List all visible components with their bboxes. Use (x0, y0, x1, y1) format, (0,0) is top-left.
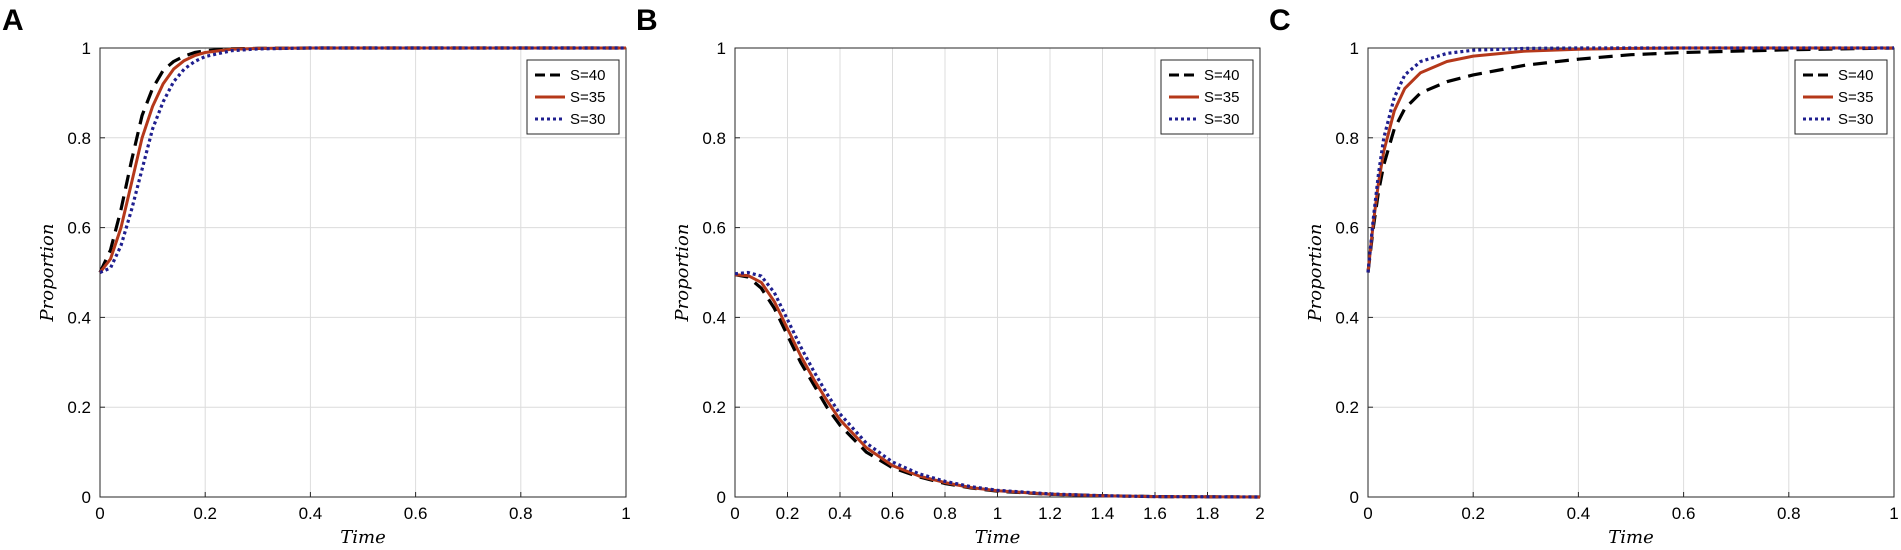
panel-b-legend-label-S30: S=30 (1204, 111, 1239, 128)
panel-c-y-tick-label: 1 (1350, 39, 1359, 58)
panel-a-y-tick-label: 1 (82, 39, 91, 58)
panel-b-y-tick-label: 0.6 (702, 219, 726, 238)
panel-c-legend-label-S30: S=30 (1838, 111, 1873, 128)
panel-c-y-tick-label: 0.6 (1335, 219, 1359, 238)
panel-b-x-tick-label: 2 (1255, 504, 1264, 523)
panel-b-y-tick-label: 1 (717, 39, 726, 58)
panel-a-y-tick-label: 0.2 (67, 398, 91, 417)
panel-c-y-tick-label: 0.8 (1335, 129, 1359, 148)
panel-c-y-axis-title: Proportion (1305, 224, 1326, 323)
panel-a-series-S30-line (99, 46, 626, 274)
panel-a-x-tick-label: 0 (95, 504, 104, 523)
panel-c-x-tick-label: 1 (1889, 504, 1898, 523)
panel-b-x-tick-label: 1.6 (1143, 504, 1167, 523)
panel-a-x-axis-title: Time (340, 527, 385, 548)
panel-c-x-tick-label: 0.8 (1777, 504, 1801, 523)
panel-c-series-S30-line (1366, 46, 1894, 273)
panel-c: C 0 0.2 0.4 0.6 0.8 1 0 0.2 0.4 0.6 0.8 1 Time Proport… (1269, 4, 1899, 548)
panel-c-series-S40-line (1366, 46, 1895, 273)
panel-a-legend-label-S35: S=35 (570, 89, 605, 106)
panel-a-x-tick-label: 0.6 (404, 504, 428, 523)
panel-a-y-tick-label: 0 (82, 488, 91, 507)
panel-b-x-tick-label: 0.6 (881, 504, 905, 523)
panel-b-x-axis-title: Time (975, 527, 1020, 548)
panel-c-y-tick-label: 0.4 (1335, 308, 1359, 327)
panel-b: B 0 0.2 0.4 0.6 0.8 1 1.2 1.4 1.6 1.8 2 0 0.2 0.4 0.6 0.… (636, 4, 1265, 548)
panel-c-legend: S=40 S=35 S=30 (1794, 59, 1888, 135)
panel-a-y-axis-title: Proportion (37, 224, 58, 323)
panel-b-x-tick-label: 0.4 (828, 504, 852, 523)
panel-c-y-tick-label: 0.2 (1335, 398, 1359, 417)
panel-c-x-tick-label: 0.4 (1567, 504, 1591, 523)
panel-a-y-tick-label: 0.6 (67, 219, 91, 238)
panel-b-x-tick-label: 1.4 (1091, 504, 1115, 523)
panel-c-legend-label-S35: S=35 (1838, 89, 1873, 106)
panel-b-x-tick-label: 0 (730, 504, 739, 523)
panel-a-x-tick-label: 0.8 (509, 504, 533, 523)
panel-a-x-tick-label: 0.4 (299, 504, 323, 523)
panel-b-x-tick-label: 0.8 (933, 504, 957, 523)
panel-c-y-tick-label: 0 (1350, 488, 1359, 507)
panel-b-series-S35-line (734, 273, 1261, 499)
panel-a-legend: S=40 S=35 S=30 (526, 59, 620, 135)
panel-b-legend-label-S35: S=35 (1204, 89, 1239, 106)
panel-b-y-axis-title: Proportion (672, 224, 693, 323)
panel-a-y-tick-label: 0.8 (67, 129, 91, 148)
panel-b-x-tick-label: 0.2 (776, 504, 800, 523)
panel-b-x-tick-label: 1.2 (1038, 504, 1062, 523)
panel-b-legend: S=40 S=35 S=30 (1160, 59, 1254, 135)
panel-b-x-tick-label: 1 (993, 504, 1002, 523)
panel-b-y-tick-label: 0.2 (702, 398, 726, 417)
panel-a: A 0 0.2 0.4 0.6 0.8 1 0 0.2 0.4 0.6 0.8 1 Time Proport… (2, 4, 631, 548)
panel-c-x-tick-label: 0.6 (1672, 504, 1696, 523)
panel-b-y-tick-label: 0.4 (702, 308, 726, 327)
panel-a-legend-label-S30: S=30 (570, 111, 605, 128)
panel-b-x-tick-label: 1.8 (1196, 504, 1220, 523)
panel-b-series-S40-line (734, 273, 1261, 499)
panel-a-x-tick-label: 0.2 (193, 504, 217, 523)
panel-a-letter: A (2, 4, 24, 37)
panel-c-legend-label-S40: S=40 (1838, 67, 1873, 84)
panel-b-legend-label-S40: S=40 (1204, 67, 1239, 84)
panel-c-x-tick-label: 0.2 (1461, 504, 1485, 523)
panel-a-y-tick-label: 0.4 (67, 308, 91, 327)
panel-c-x-tick-label: 0 (1363, 504, 1372, 523)
panel-c-x-axis-title: Time (1608, 527, 1653, 548)
panel-a-legend-label-S40: S=40 (570, 67, 605, 84)
panel-b-y-tick-label: 0 (717, 488, 726, 507)
panel-c-letter: C (1269, 4, 1291, 37)
panel-a-x-tick-label: 1 (621, 504, 630, 523)
panel-b-y-tick-label: 0.8 (702, 129, 726, 148)
panel-b-letter: B (636, 4, 658, 37)
